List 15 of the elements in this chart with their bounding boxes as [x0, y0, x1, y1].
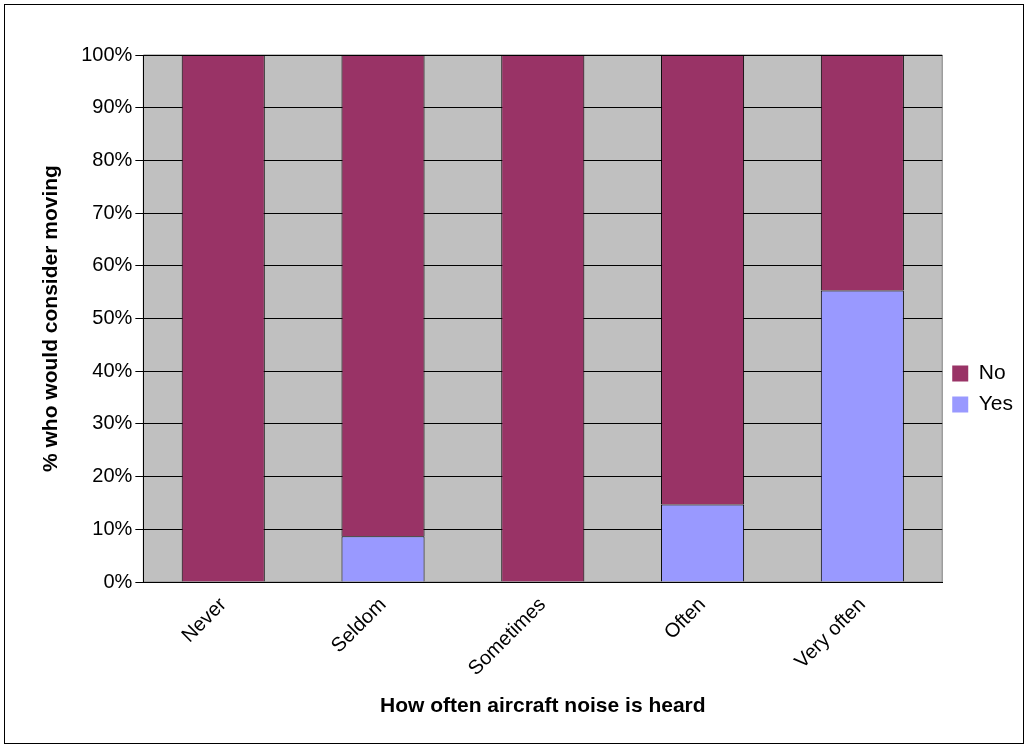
y-tick-label: 90% — [92, 95, 133, 118]
y-tick-label: 50% — [92, 306, 133, 329]
y-tick-label: 40% — [92, 358, 133, 381]
y-axis-title: % who would consider moving — [38, 165, 62, 472]
y-tick-label: 100% — [81, 42, 133, 65]
legend-label: Yes — [978, 391, 1014, 415]
y-tick-label: 80% — [92, 147, 133, 170]
y-tick-label: 60% — [92, 253, 133, 276]
y-tick-label: 10% — [92, 516, 133, 539]
legend-label: No — [978, 360, 1006, 384]
y-tick-label: 70% — [92, 200, 133, 223]
y-tick-label: 0% — [103, 569, 133, 592]
y-tick-label: 20% — [92, 464, 133, 487]
x-axis-title: How often aircraft noise is heard — [380, 693, 706, 717]
y-tick-label: 30% — [92, 411, 133, 434]
